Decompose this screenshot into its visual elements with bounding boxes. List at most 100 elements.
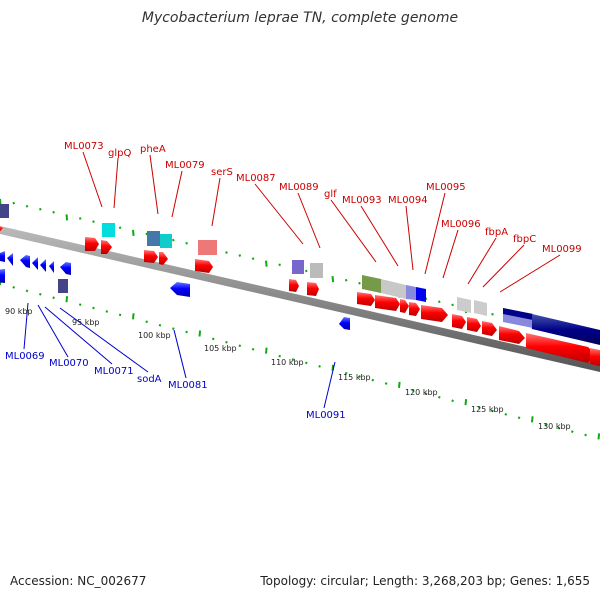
minor-tick [251, 257, 255, 260]
feature-block [362, 275, 381, 293]
gene-label[interactable]: serS [211, 167, 233, 178]
gene-label[interactable]: ML0071 [94, 366, 134, 377]
feature-block [198, 240, 217, 255]
major-tick [331, 364, 335, 371]
scale-label: 125 kbp [471, 405, 504, 414]
major-tick [398, 381, 401, 388]
major-tick [132, 229, 135, 236]
scale-label: 100 kbp [138, 331, 171, 340]
gene-label[interactable]: ML0099 [542, 244, 582, 255]
feature-block [416, 287, 426, 302]
gene-label[interactable]: sodA [137, 374, 162, 385]
feature-block [381, 279, 406, 299]
minor-tick [105, 310, 109, 313]
gene-label[interactable]: ML0087 [236, 173, 276, 184]
gene-label[interactable]: glf [324, 189, 337, 200]
gene-label[interactable]: ML0081 [168, 380, 208, 391]
minor-tick [145, 232, 149, 236]
gene-label[interactable]: ML0091 [306, 410, 346, 421]
minor-tick [517, 416, 521, 420]
minor-tick [171, 327, 175, 330]
major-tick [331, 276, 335, 283]
major-tick [531, 416, 534, 423]
gene-label[interactable]: glpQ [108, 148, 131, 159]
scale-label: 120 kbp [405, 388, 438, 397]
reverse-genes [0, 251, 350, 330]
minor-tick [584, 433, 587, 437]
forward-gene-arrow [375, 295, 400, 311]
minor-tick [118, 313, 122, 317]
minor-tick [158, 323, 162, 327]
forward-gene-arrow [400, 299, 409, 313]
gene-label[interactable]: ML0089 [279, 182, 319, 193]
forward-gene-arrow [590, 348, 600, 367]
major-tick [464, 399, 468, 406]
minor-tick [437, 395, 441, 399]
gene-label[interactable]: fbpA [485, 227, 508, 238]
gene-label[interactable]: ML0093 [342, 195, 382, 206]
minor-tick [118, 226, 122, 230]
forward-gene-arrow [452, 314, 466, 329]
major-tick [132, 313, 135, 320]
feature-block [406, 285, 416, 300]
scale-label: 95 kbp [72, 318, 100, 327]
major-tick [265, 347, 268, 354]
gene-label[interactable]: ML0070 [49, 358, 89, 369]
minor-tick [304, 269, 308, 273]
gene-label[interactable]: fbpC [513, 234, 536, 245]
gene-label[interactable]: ML0094 [388, 195, 428, 206]
minor-tick [12, 201, 16, 205]
gene-label[interactable]: ML0095 [426, 182, 466, 193]
major-tick [65, 214, 69, 221]
feature-block [102, 223, 115, 237]
minor-tick [358, 281, 361, 285]
minor-tick [278, 263, 282, 267]
minor-tick [344, 278, 348, 282]
topology-text: Topology: circular; Length: 3,268,203 bp… [260, 574, 590, 588]
reverse-gene-arrow [7, 253, 13, 266]
major-tick [198, 330, 202, 337]
minor-tick [304, 361, 308, 365]
minor-tick [78, 217, 82, 220]
minor-tick [451, 399, 454, 403]
minor-tick [557, 426, 561, 430]
minor-tick [238, 254, 242, 257]
scale-label: 105 kbp [204, 344, 237, 353]
gene-label[interactable]: ML0079 [165, 160, 205, 171]
forward-gene-arrow [289, 279, 299, 292]
forward-gene-arrow [195, 259, 213, 273]
minor-tick [291, 358, 295, 361]
minor-tick [25, 289, 29, 293]
reverse-gene-arrow [339, 317, 350, 330]
feature-block [58, 279, 68, 293]
forward-gene-arrow [144, 250, 158, 263]
reverse-gene-arrow [170, 282, 190, 297]
feature-block [0, 204, 9, 218]
minor-tick [225, 340, 228, 344]
minor-tick [185, 330, 188, 334]
minor-tick [25, 204, 29, 208]
minor-tick [424, 392, 428, 396]
minor-tick [451, 303, 454, 307]
reverse-gene-arrow [0, 269, 5, 283]
minor-tick [145, 320, 149, 324]
forward-gene-arrow [421, 305, 448, 322]
reverse-gene-labels: ML0069 ML0070 ML0071 sodA ML0081 ML0091 [5, 351, 346, 421]
forward-genes [0, 226, 600, 367]
minor-tick [504, 413, 508, 416]
feature-blocks [0, 204, 600, 346]
forward-gene-arrow [101, 240, 112, 254]
minor-tick [318, 365, 321, 368]
scale-label: 90 kbp [5, 307, 33, 316]
reverse-label-lines [23, 302, 336, 409]
gene-label[interactable]: ML0073 [64, 141, 104, 152]
gene-label[interactable]: ML0069 [5, 351, 45, 362]
gene-label[interactable]: pheA [140, 144, 166, 155]
reverse-gene-arrow [20, 255, 30, 268]
minor-tick [251, 347, 255, 351]
gene-label[interactable]: ML0096 [441, 219, 481, 230]
minor-tick [384, 382, 388, 385]
forward-gene-arrow [467, 317, 481, 332]
feature-block [457, 297, 471, 313]
